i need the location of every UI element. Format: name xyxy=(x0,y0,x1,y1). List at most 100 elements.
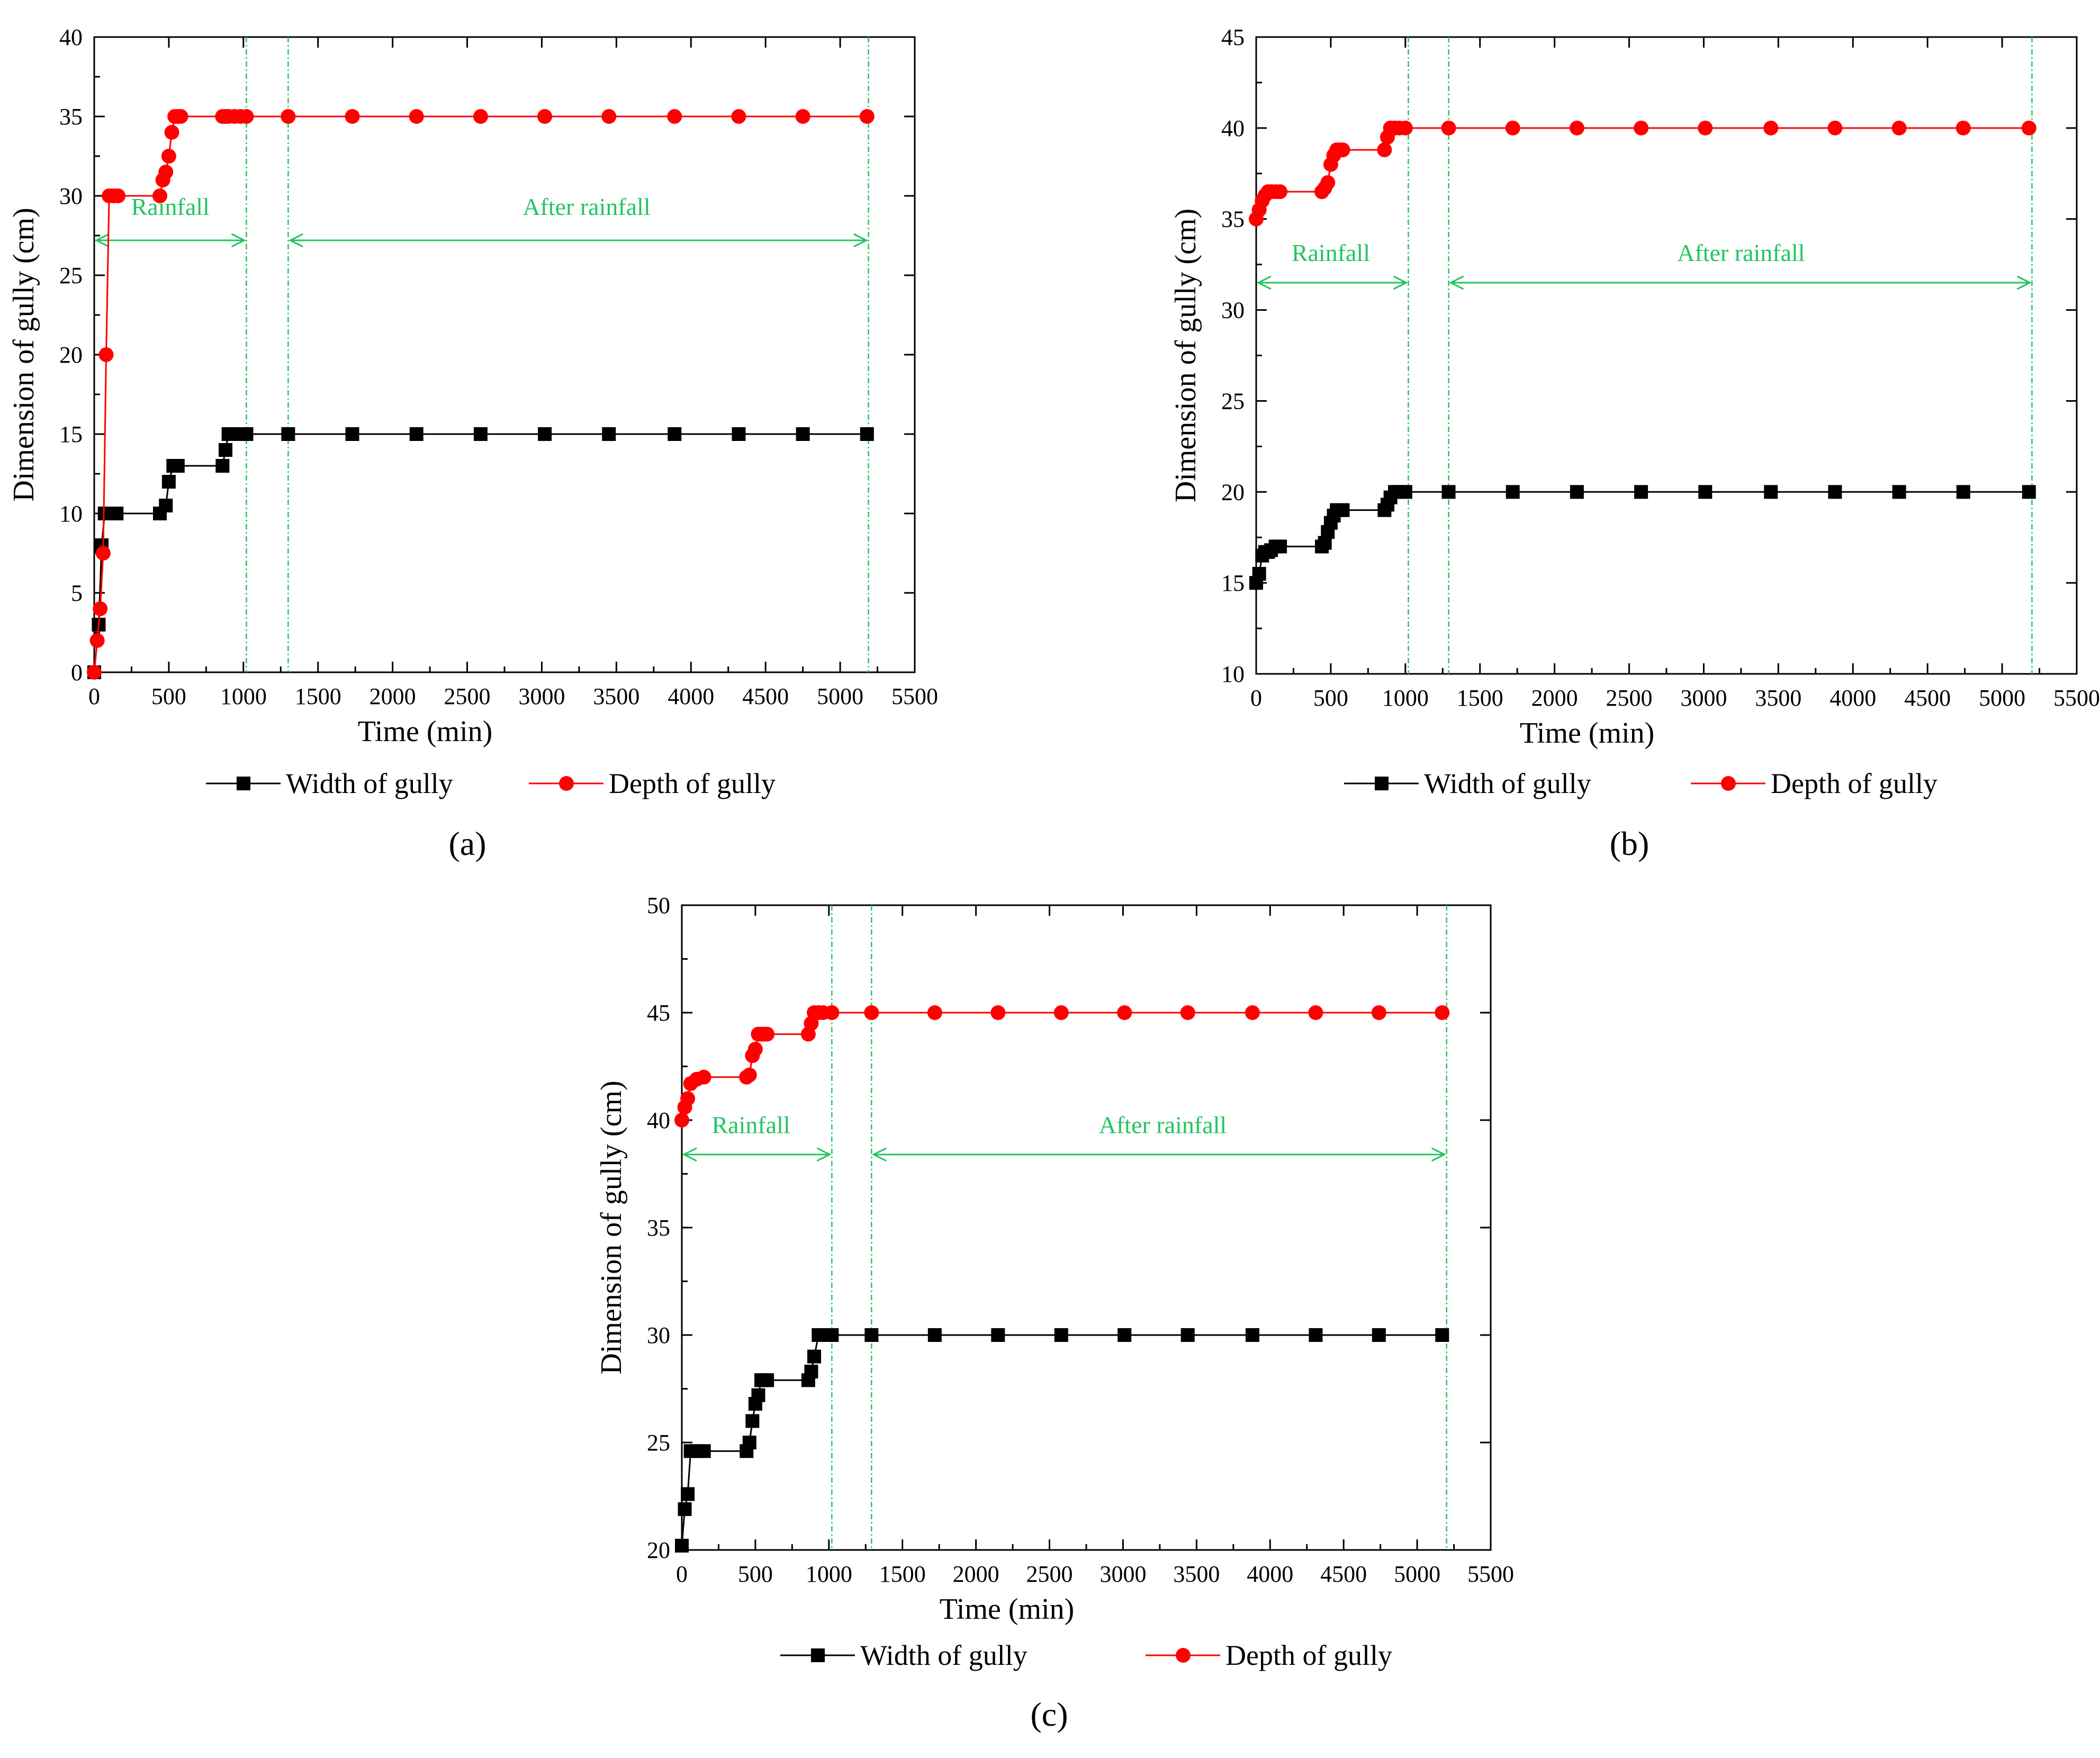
data-point-depth xyxy=(1398,120,1413,136)
x-tick-label: 500 xyxy=(151,683,186,709)
x-tick-label: 3000 xyxy=(1099,1561,1146,1587)
data-point-width xyxy=(281,427,295,441)
data-point-width xyxy=(1309,1328,1323,1342)
span-arrowhead-left xyxy=(94,233,110,248)
data-point-depth xyxy=(674,1113,689,1128)
x-tick-label: 1500 xyxy=(879,1561,926,1587)
data-point-width xyxy=(170,459,185,473)
y-tick-label: 0 xyxy=(71,660,83,686)
legend-marker-square xyxy=(1375,777,1389,790)
panel-label: (c) xyxy=(1030,1696,1068,1733)
span-label: Rainfall xyxy=(131,193,210,220)
span-label: Rainfall xyxy=(1292,239,1370,266)
series-line xyxy=(93,115,867,673)
data-point-depth xyxy=(1955,120,1971,136)
x-tick-label: 4000 xyxy=(668,683,714,709)
span-arrowhead-right xyxy=(853,233,868,248)
data-point-depth xyxy=(1245,1005,1260,1020)
legend-label: Width of gully xyxy=(286,768,453,799)
x-tick-label: 3000 xyxy=(518,683,565,709)
y-axis-title: Dimension of gully (cm) xyxy=(1169,209,1202,502)
y-tick-label: 40 xyxy=(59,24,83,50)
data-point-width xyxy=(804,1365,818,1379)
data-point-width xyxy=(675,1538,689,1553)
data-point-depth xyxy=(1698,120,1713,136)
x-tick-label: 500 xyxy=(1313,685,1348,711)
y-tick-label: 40 xyxy=(1221,115,1245,141)
span-label: After rainfall xyxy=(522,193,650,220)
data-point-width xyxy=(409,427,423,441)
data-point-width xyxy=(161,475,176,489)
data-point-depth xyxy=(89,633,105,648)
data-point-depth xyxy=(680,1091,696,1106)
data-point-depth xyxy=(696,1069,711,1085)
panel-label: (a) xyxy=(448,825,486,862)
x-tick-label: 2000 xyxy=(369,683,416,709)
data-point-depth xyxy=(747,1042,763,1057)
legend-marker-square xyxy=(811,1648,825,1662)
data-point-width xyxy=(538,427,552,441)
series-line xyxy=(93,433,867,673)
legend-label: Depth of gully xyxy=(1225,1639,1392,1671)
x-tick-label: 2500 xyxy=(444,683,491,709)
x-tick-label: 1000 xyxy=(806,1561,852,1587)
data-point-depth xyxy=(1053,1005,1069,1020)
data-point-depth xyxy=(601,109,617,124)
x-tick-label: 0 xyxy=(1250,685,1262,711)
plot-area-frame xyxy=(1255,36,2078,675)
data-point-width xyxy=(732,427,746,441)
span-arrowhead-left xyxy=(872,1147,887,1162)
data-point-depth xyxy=(98,347,114,362)
span-arrowhead-right xyxy=(2016,275,2032,290)
y-axis-title: Dimension of gully (cm) xyxy=(7,208,40,501)
x-tick-label: 5000 xyxy=(1979,685,2025,711)
x-tick-label: 1000 xyxy=(1382,685,1429,711)
data-point-depth xyxy=(158,165,174,179)
data-point-width xyxy=(825,1328,839,1342)
x-tick-label: 2000 xyxy=(953,1561,999,1587)
data-point-width xyxy=(239,427,254,441)
span-arrowhead-left xyxy=(1449,275,1464,290)
data-point-width xyxy=(1372,1328,1386,1342)
data-point-width xyxy=(751,1388,765,1402)
x-tick-label: 3500 xyxy=(1755,685,1801,711)
data-point-depth xyxy=(164,125,179,140)
data-point-depth xyxy=(1634,120,1649,136)
series-line xyxy=(1255,491,2029,583)
x-tick-label: 5000 xyxy=(817,683,863,709)
chart-panel-a: 0 500 1000 1500 2000 2500 3000 3500 4000 4500 5000… xyxy=(7,24,938,862)
data-point-width xyxy=(745,1414,760,1428)
data-point-depth xyxy=(239,109,254,124)
data-point-depth xyxy=(111,188,126,203)
data-point-depth xyxy=(824,1005,840,1020)
data-point-width xyxy=(1252,566,1266,581)
data-point-depth xyxy=(1827,120,1843,136)
span-arrowhead-left xyxy=(682,1147,697,1162)
legend-marker-circle xyxy=(1721,776,1736,791)
data-point-depth xyxy=(161,149,176,164)
data-point-depth xyxy=(1335,142,1350,158)
data-point-depth xyxy=(742,1067,757,1083)
data-point-depth xyxy=(1371,1005,1386,1020)
y-tick-label: 20 xyxy=(1221,479,1245,505)
data-point-width xyxy=(681,1487,695,1501)
span-label: Rainfall xyxy=(711,1111,790,1138)
data-point-width xyxy=(1180,1328,1195,1342)
x-tick-label: 2500 xyxy=(1026,1561,1073,1587)
x-tick-label: 5500 xyxy=(1467,1561,1514,1587)
series-line xyxy=(1255,127,2029,220)
data-point-depth xyxy=(1763,120,1779,136)
series-line xyxy=(681,1012,1443,1121)
data-point-width xyxy=(1570,485,1584,499)
data-point-width xyxy=(796,427,810,441)
span-arrowhead-left xyxy=(1256,275,1272,290)
data-point-depth xyxy=(795,109,810,124)
data-point-depth xyxy=(1117,1005,1132,1020)
y-tick-label: 30 xyxy=(1221,297,1245,323)
span-arrowhead-right xyxy=(1431,1147,1447,1162)
legend-marker-circle xyxy=(559,776,574,791)
x-axis-title: Time (min) xyxy=(358,715,493,748)
data-point-width xyxy=(807,1349,822,1364)
y-tick-label: 35 xyxy=(59,104,83,130)
